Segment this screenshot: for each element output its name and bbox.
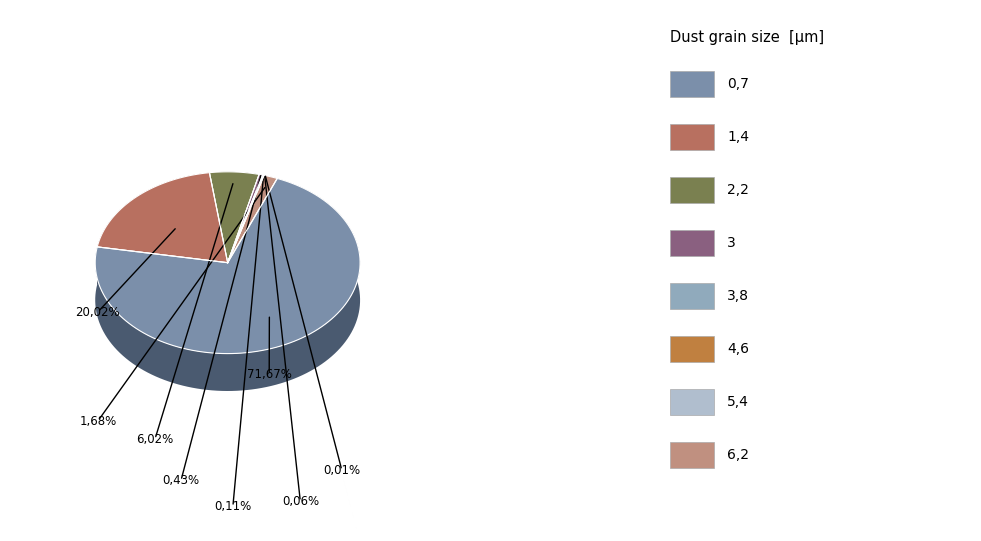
Text: 1,68%: 1,68%	[79, 414, 117, 427]
Text: 0,11%: 0,11%	[214, 500, 251, 513]
Bar	[670, 124, 713, 150]
Polygon shape	[228, 179, 278, 300]
Polygon shape	[97, 173, 209, 285]
Text: 1,4: 1,4	[727, 130, 749, 144]
Polygon shape	[264, 175, 278, 216]
Text: 0,06%: 0,06%	[282, 495, 319, 508]
Text: 3: 3	[727, 236, 736, 250]
Text: 3,8: 3,8	[727, 289, 749, 303]
Text: 0,7: 0,7	[727, 77, 749, 91]
Polygon shape	[228, 175, 264, 300]
Text: 0,43%: 0,43%	[162, 474, 199, 487]
Text: 4,6: 4,6	[727, 342, 749, 356]
Polygon shape	[228, 179, 278, 300]
Polygon shape	[228, 175, 264, 300]
Polygon shape	[228, 175, 278, 263]
Polygon shape	[228, 175, 264, 263]
Text: 71,67%: 71,67%	[247, 368, 291, 381]
Bar	[670, 389, 713, 415]
Text: 20,02%: 20,02%	[76, 306, 120, 319]
Polygon shape	[97, 247, 228, 300]
Text: 6,2: 6,2	[727, 448, 749, 462]
Polygon shape	[228, 175, 264, 263]
Text: 5,4: 5,4	[727, 395, 749, 409]
Polygon shape	[228, 175, 264, 263]
Polygon shape	[97, 173, 228, 263]
Polygon shape	[95, 179, 360, 391]
Polygon shape	[228, 175, 264, 300]
Polygon shape	[97, 247, 228, 300]
Polygon shape	[209, 173, 228, 300]
Polygon shape	[228, 175, 263, 300]
Polygon shape	[259, 174, 263, 213]
Polygon shape	[228, 175, 264, 300]
Text: 2,2: 2,2	[727, 183, 749, 197]
Bar	[670, 71, 713, 97]
Bar	[670, 230, 713, 256]
Polygon shape	[209, 172, 259, 263]
Bar	[670, 283, 713, 309]
Bar	[670, 442, 713, 468]
Polygon shape	[228, 175, 264, 300]
Bar	[670, 177, 713, 203]
Polygon shape	[228, 175, 263, 300]
Polygon shape	[228, 175, 264, 300]
Polygon shape	[228, 174, 263, 263]
Text: Dust grain size  [μm]: Dust grain size [μm]	[670, 30, 824, 45]
Text: 0,01%: 0,01%	[324, 464, 360, 477]
Bar	[670, 336, 713, 362]
Polygon shape	[209, 172, 259, 212]
Polygon shape	[209, 173, 228, 300]
Polygon shape	[228, 174, 259, 300]
Text: 6,02%: 6,02%	[136, 433, 174, 446]
Polygon shape	[95, 179, 360, 354]
Polygon shape	[228, 174, 259, 300]
